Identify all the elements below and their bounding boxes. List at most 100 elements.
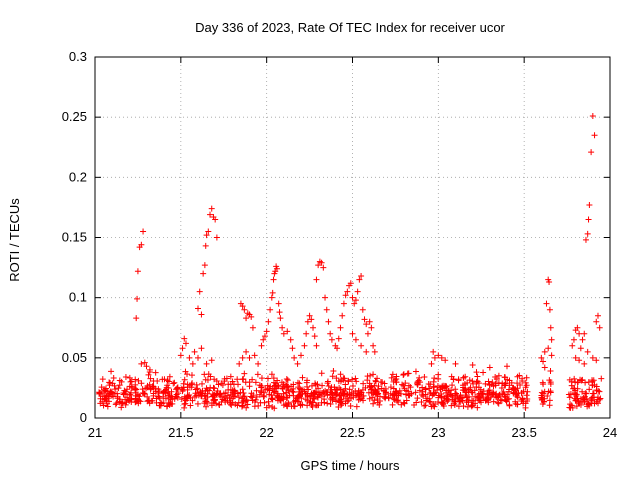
data-point <box>297 402 304 409</box>
data-point <box>419 384 426 391</box>
data-point <box>353 403 360 410</box>
data-point <box>342 385 349 392</box>
data-point <box>419 388 426 395</box>
data-point <box>236 360 243 367</box>
data-point <box>280 330 287 337</box>
data-point <box>265 318 272 325</box>
data-point <box>199 380 206 387</box>
data-point <box>505 388 512 395</box>
data-point <box>275 300 282 307</box>
data-point <box>486 364 493 371</box>
data-point <box>566 376 573 383</box>
data-point <box>294 379 301 386</box>
data-point <box>396 387 403 394</box>
data-point <box>274 395 281 402</box>
x-tick-label: 24 <box>603 425 617 440</box>
data-point <box>194 385 201 392</box>
data-point <box>283 384 290 391</box>
data-point <box>144 393 151 400</box>
data-point <box>273 265 280 272</box>
data-point <box>315 385 322 392</box>
data-point <box>268 294 275 301</box>
data-point <box>459 397 466 404</box>
data-point <box>311 389 318 396</box>
data-point <box>588 396 595 403</box>
data-point <box>501 374 508 381</box>
data-point <box>207 373 214 380</box>
data-point <box>366 380 373 387</box>
data-point <box>257 399 264 406</box>
data-point <box>390 378 397 385</box>
data-point <box>135 377 142 384</box>
data-point <box>495 379 502 386</box>
data-point <box>101 386 108 393</box>
data-point <box>243 404 250 411</box>
data-point <box>324 378 331 385</box>
data-point <box>352 336 359 343</box>
data-point <box>298 352 304 359</box>
data-point <box>589 354 596 361</box>
data-point <box>349 330 356 337</box>
data-point <box>249 324 256 331</box>
data-point <box>547 324 554 331</box>
data-point <box>254 371 261 378</box>
data-point <box>235 394 242 401</box>
data-point <box>243 348 250 355</box>
data-point <box>547 381 554 388</box>
data-point <box>195 354 201 361</box>
data-point <box>539 401 546 408</box>
data-point <box>328 384 335 391</box>
data-point <box>278 379 285 386</box>
data-point <box>108 368 115 375</box>
data-point <box>229 395 236 402</box>
data-point <box>514 385 521 392</box>
data-point <box>153 399 160 406</box>
data-point <box>390 385 397 392</box>
data-point <box>187 402 194 409</box>
data-point <box>269 289 276 296</box>
data-point <box>187 394 194 401</box>
data-point <box>243 397 250 404</box>
data-point <box>596 388 603 395</box>
data-point <box>147 385 154 392</box>
data-point <box>449 382 456 389</box>
data-point <box>449 396 456 403</box>
data-point <box>221 378 228 385</box>
data-point <box>247 393 254 400</box>
data-point <box>179 345 186 352</box>
data-point <box>470 380 477 387</box>
data-point <box>256 391 263 398</box>
data-point <box>196 288 203 295</box>
data-point <box>349 376 356 383</box>
data-point <box>514 394 521 401</box>
data-point <box>355 388 362 395</box>
data-point <box>402 380 409 387</box>
data-point <box>415 377 422 384</box>
data-point <box>330 368 337 375</box>
data-point <box>371 348 378 355</box>
data-point <box>189 380 196 387</box>
data-point <box>208 357 215 364</box>
data-point <box>327 330 334 337</box>
data-point <box>547 389 554 396</box>
data-point <box>255 360 262 367</box>
data-point <box>313 276 320 283</box>
data-point <box>570 385 577 392</box>
data-point <box>570 336 577 343</box>
data-point <box>329 373 336 380</box>
data-point <box>203 403 210 410</box>
data-point <box>426 390 433 397</box>
data-point <box>143 363 150 370</box>
x-tick-label: 23 <box>431 425 445 440</box>
data-point <box>383 389 390 396</box>
data-point <box>511 386 518 393</box>
data-point <box>132 399 139 406</box>
data-point <box>133 315 140 322</box>
data-point <box>431 375 438 382</box>
data-point <box>360 380 367 387</box>
data-point <box>207 384 214 391</box>
data-point <box>267 383 274 390</box>
data-point <box>457 391 464 398</box>
data-point <box>299 386 306 393</box>
data-point <box>370 371 377 378</box>
